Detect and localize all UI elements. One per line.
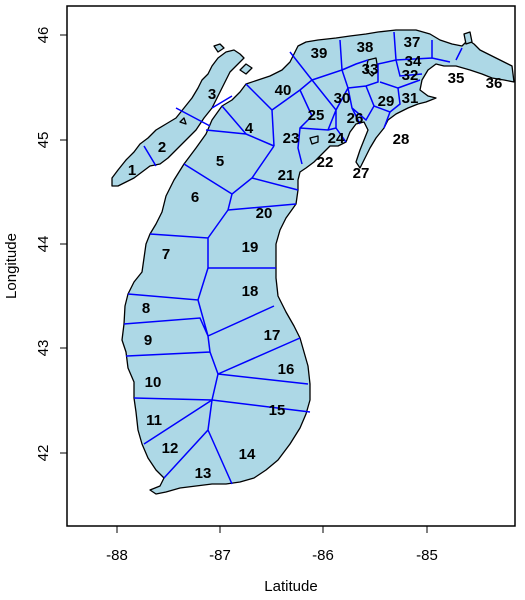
y-tick-label: 46	[35, 27, 52, 44]
x-tick-label: -87	[209, 547, 231, 564]
west-peninsula-coast	[111, 49, 245, 187]
island-coast	[365, 57, 379, 77]
region-label-28: 28	[393, 131, 410, 148]
landmass	[111, 29, 515, 495]
region-label-22: 22	[317, 154, 334, 171]
region-label-11: 11	[146, 412, 162, 429]
region-label-12: 12	[162, 440, 179, 457]
region-label-25: 25	[308, 107, 325, 124]
region-label-18: 18	[242, 283, 259, 300]
region-label-6: 6	[191, 189, 199, 206]
region-label-31: 31	[402, 90, 419, 107]
y-tick-label: 43	[35, 340, 52, 357]
region-label-7: 7	[162, 246, 170, 263]
x-tick-label: -88	[106, 547, 128, 564]
region-label-16: 16	[278, 361, 295, 378]
region-label-39: 39	[311, 45, 328, 62]
region-label-4: 4	[245, 120, 254, 137]
region-label-24: 24	[328, 130, 345, 147]
region-label-14: 14	[239, 446, 256, 463]
region-label-3: 3	[208, 86, 216, 103]
region-label-30: 30	[334, 90, 351, 107]
region-label-36: 36	[486, 75, 503, 92]
region-label-1: 1	[128, 162, 136, 179]
region-label-21: 21	[278, 167, 295, 184]
x-tick-label: -85	[416, 547, 438, 564]
lower-peninsula-coast	[121, 29, 515, 495]
y-axis	[60, 34, 67, 454]
region-label-34: 34	[405, 53, 422, 70]
region-label-9: 9	[144, 332, 152, 349]
region-label-29: 29	[378, 93, 395, 110]
region-label-27: 27	[353, 165, 370, 182]
region-label-37: 37	[404, 34, 421, 51]
island-coast	[179, 117, 187, 125]
region-label-26: 26	[347, 110, 364, 127]
plot-frame	[66, 5, 516, 527]
region-label-19: 19	[242, 239, 259, 256]
x-tick-label: -86	[312, 547, 334, 564]
region-label-13: 13	[195, 465, 212, 482]
y-tick-label: 42	[35, 445, 52, 462]
y-tick-label: 45	[35, 132, 52, 149]
region-label-10: 10	[145, 374, 162, 391]
region-label-40: 40	[275, 82, 292, 99]
y-axis-title: Longitude	[3, 233, 20, 299]
island-coast	[213, 43, 225, 53]
region-border	[123, 31, 463, 485]
region-labels: 1 2 3 4 5 6 7 8 9 10 11 12 13 14 15 16 1…	[128, 34, 503, 482]
region-label-23: 23	[283, 130, 300, 147]
region-label-35: 35	[448, 70, 465, 87]
x-axis	[116, 526, 428, 533]
island-coast	[239, 63, 253, 75]
region-label-32: 32	[402, 67, 419, 84]
region-label-5: 5	[216, 153, 224, 170]
x-axis-title: Latitude	[264, 578, 317, 595]
island-coast	[309, 135, 319, 145]
region-label-15: 15	[269, 402, 286, 419]
y-tick-label: 44	[35, 236, 52, 253]
region-label-17: 17	[264, 327, 281, 344]
region-label-2: 2	[158, 139, 166, 156]
region-label-8: 8	[142, 300, 150, 317]
region-label-20: 20	[256, 205, 273, 222]
region-label-38: 38	[357, 39, 374, 56]
island-coast	[463, 31, 473, 45]
region-borders	[123, 31, 463, 485]
region-label-33: 33	[362, 61, 379, 78]
